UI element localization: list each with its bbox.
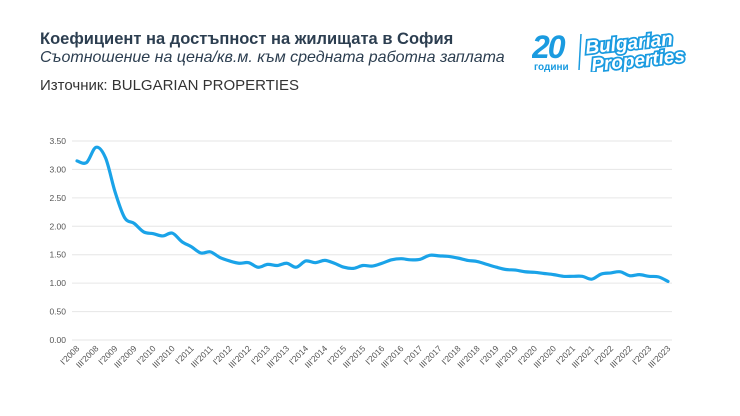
y-tick-label: 3.00 <box>49 164 66 174</box>
y-tick-label: 2.50 <box>49 193 66 203</box>
y-tick-label: 0.00 <box>49 335 66 345</box>
y-tick-label: 1.50 <box>49 250 66 260</box>
bulgarian-properties-logo: 20 години Bulgarian Properties <box>532 28 688 72</box>
y-tick-label: 2.00 <box>49 221 66 231</box>
x-tick-label: III'2011 <box>189 343 215 369</box>
x-axis-ticks: I'2008III'2008I'2009III'2009I'2010III'20… <box>58 343 672 370</box>
chart-title: Коефициент на достъпност на жилищата в С… <box>40 30 454 48</box>
y-tick-label: 0.50 <box>49 307 66 317</box>
y-axis-ticks: 0.00 0.50 1.00 1.50 2.00 2.50 3.00 3.50 <box>49 136 66 345</box>
logo-number: 20 <box>532 29 566 65</box>
source-note: Източник: BULGARIAN PROPERTIES <box>40 77 300 94</box>
series-line <box>75 145 670 284</box>
gridlines <box>72 140 672 341</box>
y-tick-label: 1.00 <box>49 278 66 288</box>
chart-subtitle: Съотношение на цена/кв.м. към средната р… <box>40 49 505 66</box>
logo-years: години <box>534 62 569 72</box>
y-tick-label: 3.50 <box>49 136 66 146</box>
logo-divider <box>578 33 582 71</box>
